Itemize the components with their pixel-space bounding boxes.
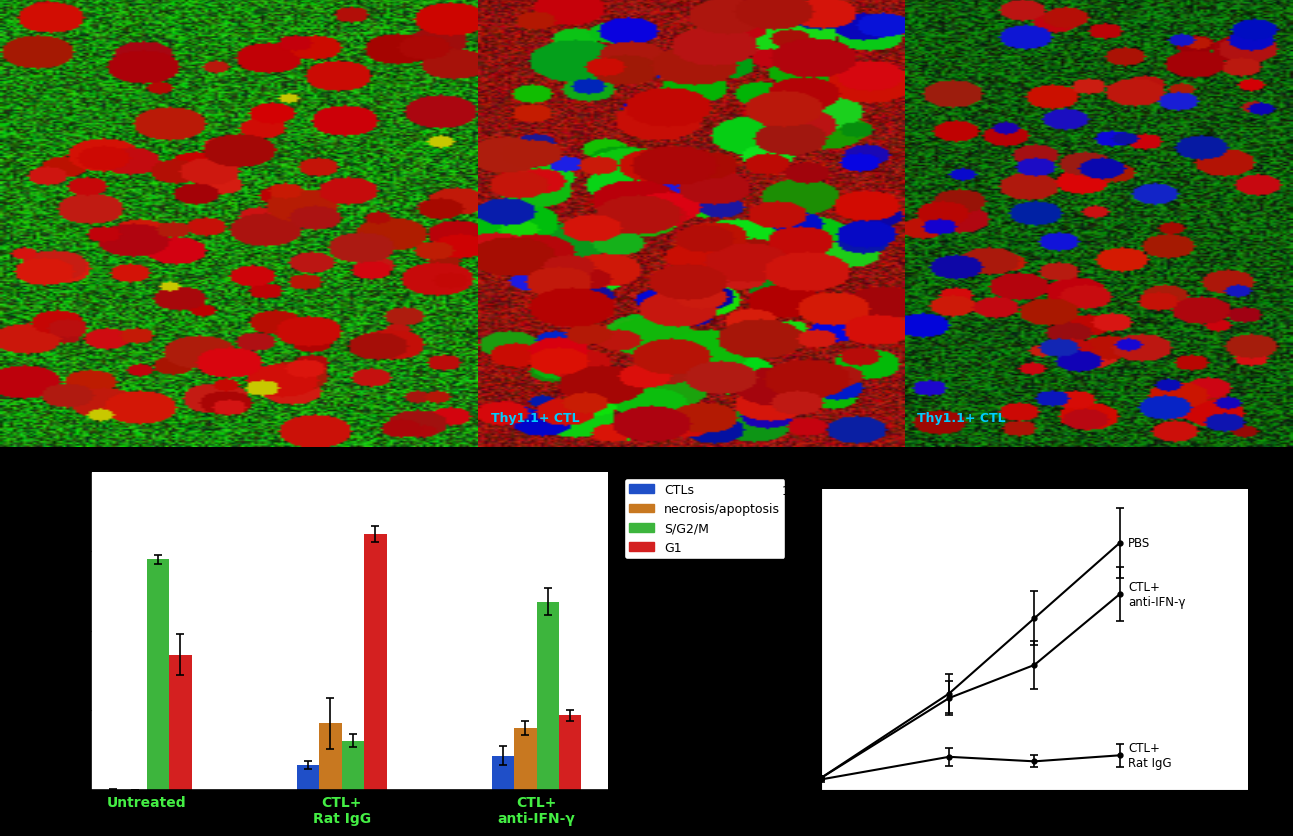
- X-axis label: Days after CTL transfer: Days after CTL transfer: [953, 818, 1116, 831]
- Bar: [559, 716, 582, 790]
- Text: CTL+
anti-IFN-γ: CTL+ anti-IFN-γ: [1129, 580, 1186, 609]
- Bar: [169, 655, 191, 790]
- Bar: [319, 723, 341, 790]
- Text: CTL+
Rat IgG: CTL+ Rat IgG: [1129, 742, 1171, 769]
- Bar: [296, 766, 319, 790]
- Text: PBS: PBS: [1129, 537, 1151, 550]
- Bar: [365, 534, 387, 790]
- Text: Thy1.1+ CTL: Thy1.1+ CTL: [491, 412, 579, 425]
- Bar: [537, 602, 559, 790]
- Legend: CTLs, necrosis/apoptosis, S/G2/M, G1: CTLs, necrosis/apoptosis, S/G2/M, G1: [625, 478, 785, 559]
- Bar: [491, 756, 515, 790]
- Bar: [341, 741, 365, 790]
- Y-axis label: cells / mm: cells / mm: [30, 595, 44, 667]
- Bar: [146, 560, 169, 790]
- Bar: [515, 728, 537, 790]
- Text: Thy1.1+ CTL: Thy1.1+ CTL: [917, 412, 1006, 425]
- Y-axis label: Tumor volume (mm³): Tumor volume (mm³): [763, 573, 776, 706]
